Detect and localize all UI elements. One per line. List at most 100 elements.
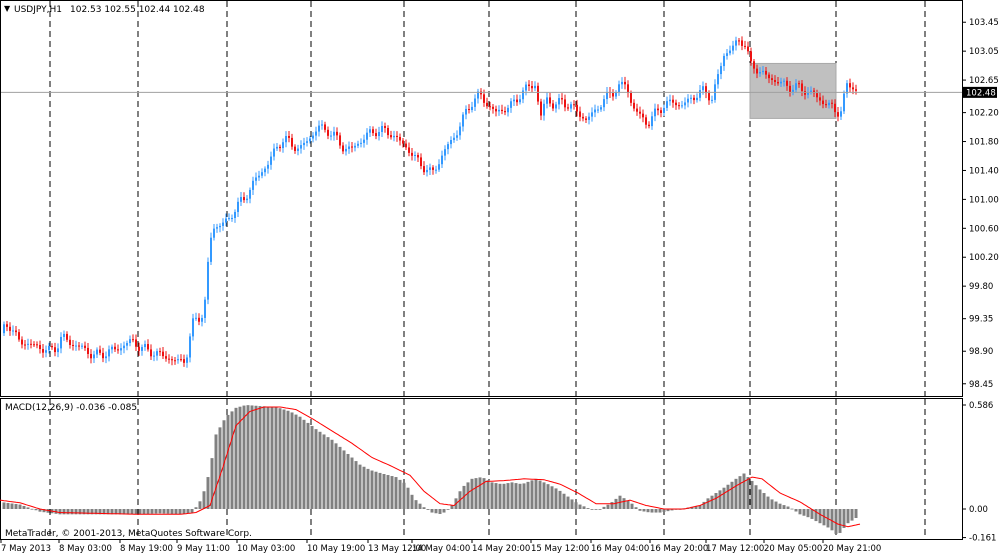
macd-histogram-bar: [578, 504, 582, 509]
macd-histogram-bar: [518, 483, 522, 509]
candle-body: [156, 351, 158, 356]
candle-body: [519, 99, 521, 103]
macd-histogram-bar: [358, 464, 362, 509]
candle-body: [615, 92, 617, 97]
macd-histogram-bar: [262, 406, 266, 509]
macd-histogram-bar: [466, 482, 470, 509]
macd-histogram-bar: [374, 471, 378, 509]
candle-body: [567, 107, 569, 109]
candle-body: [312, 135, 314, 139]
macd-histogram-bar: [202, 491, 206, 509]
price-tick-label: 103.45: [969, 18, 999, 28]
candle-body: [831, 102, 833, 104]
macd-histogram-bar: [734, 478, 738, 509]
macd-histogram-bar: [834, 509, 838, 534]
macd-histogram-bar: [494, 483, 498, 509]
macd-histogram-bar: [26, 507, 30, 509]
macd-histogram-bar: [642, 509, 646, 512]
macd-histogram-bar: [350, 457, 354, 509]
macd-histogram-bar: [690, 506, 694, 509]
candle-body: [366, 132, 368, 140]
macd-histogram-bar: [814, 509, 818, 522]
candle-body: [369, 129, 371, 133]
time-axis: 7 May 2013 8 May 03:00 8 May 19:00 9 May 11…: [0, 539, 881, 554]
macd-histogram-bar: [478, 477, 482, 509]
candle-body: [408, 147, 410, 153]
time-tick-label: 8 May 19:00: [120, 544, 173, 554]
candle-body: [606, 91, 608, 100]
candle-body: [690, 97, 692, 99]
candle-body: [699, 90, 701, 98]
macd-histogram-bar: [442, 509, 446, 513]
candle-body: [69, 339, 71, 345]
candle-body: [840, 111, 842, 117]
candle-body: [681, 105, 683, 107]
candle-body: [81, 345, 83, 347]
candle-body: [165, 356, 167, 359]
macd-histogram-bar: [818, 509, 822, 524]
macd-histogram-bar: [694, 506, 698, 509]
macd-histogram-bar: [150, 509, 154, 514]
candle-body: [216, 227, 218, 229]
candle-body: [84, 345, 86, 348]
macd-histogram-bar: [446, 509, 450, 510]
copyright-label: MetaTrader, © 2001-2013, MetaQuotes Soft…: [5, 529, 252, 539]
macd-histogram-bar: [310, 426, 314, 509]
candle-body: [342, 145, 344, 152]
macd-histogram-bar: [562, 493, 566, 509]
candle-body: [810, 90, 812, 93]
macd-histogram-bar: [42, 509, 46, 513]
macd-histogram-bar: [546, 484, 550, 509]
macd-histogram-bar: [790, 508, 794, 510]
candle-body: [234, 211, 236, 218]
candle-body: [507, 107, 509, 113]
macd-histogram-bar: [538, 480, 542, 509]
macd-histogram-bar: [582, 506, 586, 509]
macd-histogram-bar: [622, 498, 626, 509]
candle-body: [246, 198, 248, 201]
candle-body: [87, 347, 89, 354]
macd-histogram-bar: [102, 509, 106, 515]
candle-body: [279, 146, 281, 149]
macd-histogram-bar: [10, 503, 14, 509]
candle-body: [270, 156, 272, 165]
candle-body: [822, 100, 824, 105]
chart-menu-arrow-icon[interactable]: ▼: [4, 4, 11, 13]
macd-histogram-bar: [246, 405, 250, 509]
candle-body: [627, 84, 629, 93]
price-tick-label: 101.00: [969, 195, 999, 205]
macd-histogram-bar: [66, 509, 70, 515]
macd-histogram-bar: [614, 498, 618, 509]
macd-histogram-bar: [710, 495, 714, 509]
candle-body: [570, 104, 572, 109]
macd-histogram-bar: [786, 506, 790, 509]
symbol-label: USDJPY,H1: [14, 5, 62, 15]
macd-histogram-bar: [422, 507, 426, 509]
macd-histogram-bar: [498, 483, 502, 509]
candle-body: [585, 118, 587, 120]
macd-histogram-bar: [18, 504, 22, 509]
candle-body: [78, 345, 80, 347]
candle-body: [459, 126, 461, 136]
macd-histogram-bar: [382, 474, 386, 509]
candle-body: [3, 324, 5, 334]
candle-body: [396, 135, 398, 137]
macd-tick-label: 0.586: [969, 401, 993, 411]
candle-body: [735, 40, 737, 46]
macd-histogram-bar: [438, 509, 442, 514]
candle-body: [750, 51, 752, 62]
macd-histogram-bar: [210, 458, 214, 509]
macd-histogram-bar: [410, 494, 414, 509]
macd-histogram-bar: [566, 496, 570, 509]
macd-histogram-bar: [482, 478, 486, 509]
candle-body: [444, 149, 446, 156]
candle-body: [345, 148, 347, 152]
candle-body: [468, 108, 470, 111]
candle-body: [516, 99, 518, 103]
candle-body: [510, 101, 512, 108]
candle-body: [381, 125, 383, 132]
macd-histogram-bar: [14, 504, 18, 509]
macd-histogram-bar: [774, 501, 778, 509]
candle-body: [660, 110, 662, 113]
